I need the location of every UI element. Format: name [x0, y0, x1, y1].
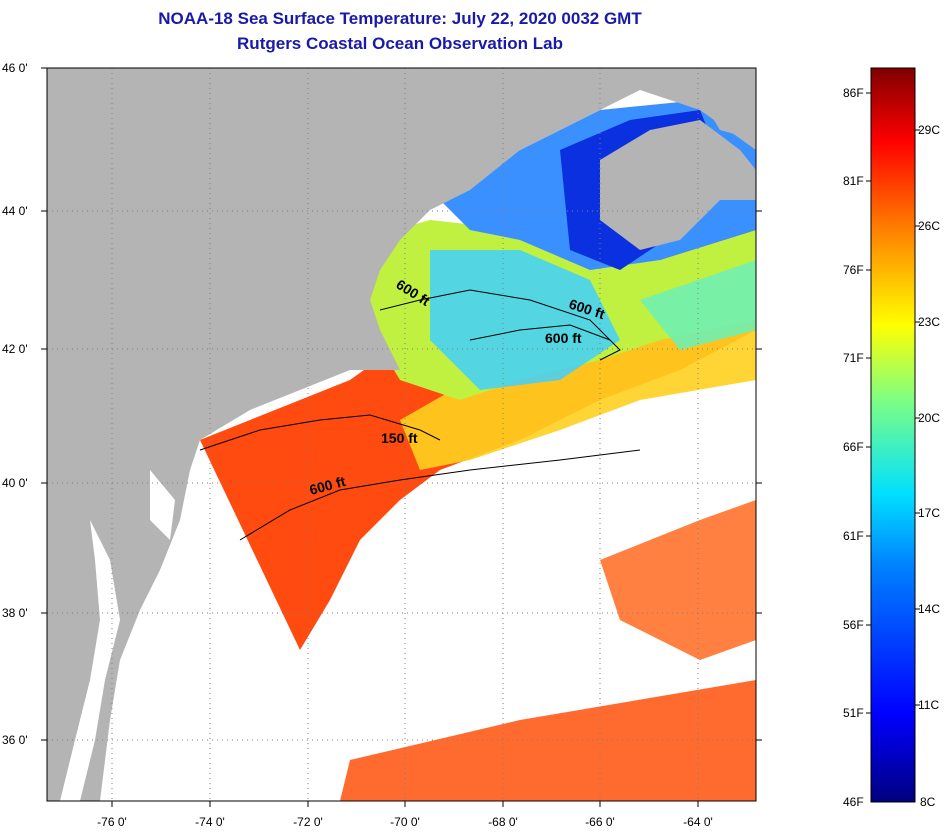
- colorbar-label-17c: 17C: [918, 506, 940, 520]
- warm-water-east: [600, 500, 756, 660]
- chesapeake-bay: [60, 520, 120, 801]
- colorbar-label-46f: 46F: [843, 795, 864, 809]
- map-title: NOAA-18 Sea Surface Temperature: July 22…: [158, 9, 642, 28]
- lat-label-42: 42 0': [2, 342, 28, 356]
- land-nova-scotia: [600, 120, 756, 250]
- colorbar-label-51f: 51F: [843, 706, 864, 720]
- lon-label-64: -64 0': [683, 815, 713, 829]
- bathymetry-contours: [199, 289, 641, 541]
- lat-label-36: 36 0': [2, 733, 28, 747]
- cool-basin: [430, 250, 620, 390]
- lon-label-66: -66 0': [585, 815, 615, 829]
- map-subtitle: Rutgers Coastal Ocean Observation Lab: [237, 34, 563, 53]
- colorbar-label-71f: 71F: [843, 351, 864, 365]
- colorbar-label-29c: 29C: [918, 123, 940, 137]
- colorbar-label-11c: 11C: [918, 698, 939, 712]
- colorbar-label-20c: 20C: [918, 411, 940, 425]
- colorbar-label-81f: 81F: [843, 174, 864, 188]
- colorbar-label-23c: 23C: [918, 315, 940, 329]
- lat-label-46: 46 0': [2, 61, 28, 75]
- lon-label-72: -72 0': [293, 815, 323, 829]
- lat-label-38: 38 0': [2, 606, 28, 620]
- lon-label-68: -68 0': [488, 815, 518, 829]
- colorbar-label-66f: 66F: [843, 440, 864, 454]
- map-frame: [46, 67, 757, 802]
- colorbar-label-56f: 56F: [843, 618, 864, 632]
- graticule: [47, 68, 756, 801]
- frontal-zone: [400, 300, 756, 470]
- axis-ticks: [41, 67, 762, 807]
- colorbar-label-86f: 86F: [843, 86, 864, 100]
- colorbar-gradient: [870, 67, 916, 803]
- contour-label-150ft: 150 ft: [381, 430, 418, 446]
- contour-label-600ft-3: 600 ft: [545, 330, 582, 346]
- colorbar-label-8c: 8C: [920, 795, 936, 809]
- colorbar-label-14c: 14C: [918, 602, 940, 616]
- colorbar-label-26c: 26C: [918, 219, 940, 233]
- delaware-bay: [150, 470, 175, 540]
- colorbar-label-61f: 61F: [843, 529, 864, 543]
- colorbar: 86F 81F 76F 71F 66F 61F 56F 51F 46F 29C …: [843, 67, 940, 809]
- scotian-shelf-water: [640, 260, 756, 350]
- land-new-brunswick: [690, 80, 756, 140]
- land-mainland: [47, 68, 756, 801]
- lat-label-40: 40 0': [2, 476, 28, 490]
- colorbar-label-76f: 76F: [843, 263, 864, 277]
- lon-label-76: -76 0': [97, 815, 127, 829]
- lon-label-70: -70 0': [390, 815, 420, 829]
- lat-label-44: 44 0': [2, 204, 28, 218]
- lon-label-74: -74 0': [195, 815, 225, 829]
